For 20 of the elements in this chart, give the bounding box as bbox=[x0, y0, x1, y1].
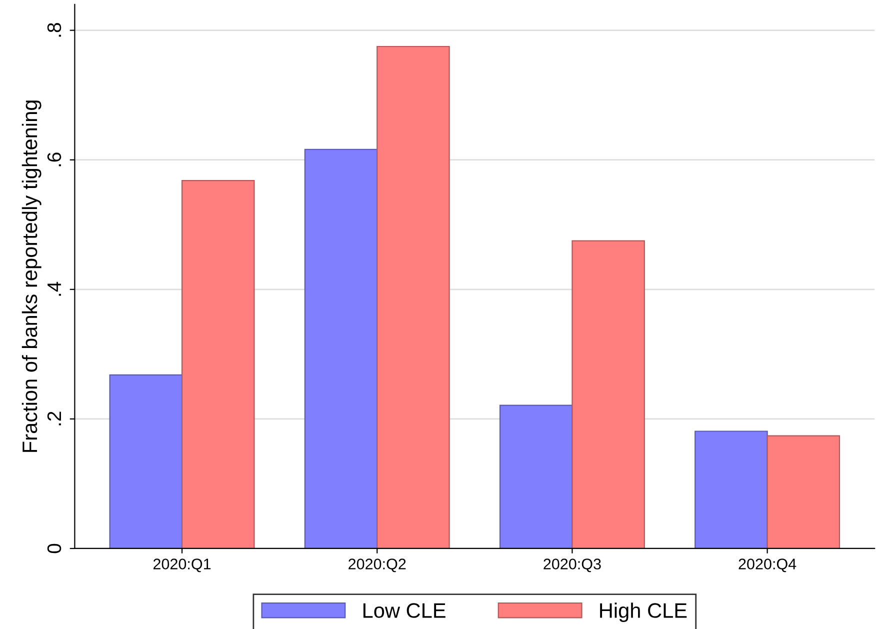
bar bbox=[181, 180, 255, 548]
y-axis-title: Fraction of banks reportedly tightening bbox=[22, 100, 42, 452]
bar bbox=[766, 435, 840, 548]
bar bbox=[499, 404, 573, 548]
x-tick-label: 2020:Q2 bbox=[348, 558, 406, 572]
bar bbox=[304, 148, 378, 548]
legend-label: Low CLE bbox=[363, 603, 446, 618]
x-tick-label: 2020:Q1 bbox=[153, 558, 211, 572]
bar bbox=[109, 374, 183, 548]
legend-label: High CLE bbox=[600, 602, 687, 622]
y-tick-label: .4 bbox=[48, 282, 61, 296]
y-tick-label: .8 bbox=[47, 23, 62, 37]
x-tick-label: 2020:Q4 bbox=[738, 558, 796, 572]
bar bbox=[572, 240, 645, 548]
bar bbox=[376, 46, 450, 548]
y-tick-label: 0 bbox=[47, 544, 62, 554]
y-tick-label: .6 bbox=[47, 152, 62, 166]
y-tick-label: .2 bbox=[47, 412, 61, 426]
x-tick-label: 2020:Q3 bbox=[544, 558, 601, 572]
bar bbox=[694, 430, 768, 548]
